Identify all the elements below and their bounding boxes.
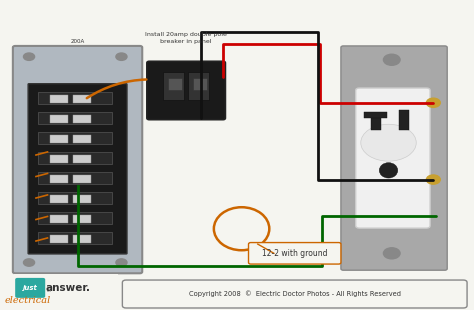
Bar bbox=[38, 232, 112, 244]
Bar bbox=[50, 135, 68, 143]
Text: just: just bbox=[23, 285, 37, 291]
Bar bbox=[38, 132, 112, 144]
Bar bbox=[38, 92, 112, 104]
Circle shape bbox=[24, 259, 35, 266]
Circle shape bbox=[24, 53, 35, 60]
Text: ™: ™ bbox=[45, 291, 51, 296]
Bar bbox=[73, 235, 91, 242]
Bar bbox=[50, 195, 68, 203]
Circle shape bbox=[427, 175, 440, 184]
Bar bbox=[73, 195, 91, 203]
Bar bbox=[50, 235, 68, 242]
Circle shape bbox=[383, 54, 400, 65]
FancyBboxPatch shape bbox=[122, 280, 467, 308]
Bar bbox=[73, 175, 91, 183]
Bar bbox=[38, 112, 112, 124]
FancyBboxPatch shape bbox=[147, 61, 226, 120]
Bar bbox=[50, 115, 68, 123]
Bar bbox=[73, 215, 91, 223]
FancyBboxPatch shape bbox=[248, 242, 341, 264]
Bar bbox=[38, 152, 112, 164]
Bar bbox=[73, 115, 91, 123]
Bar bbox=[50, 215, 68, 223]
Bar bbox=[38, 212, 112, 224]
Bar bbox=[50, 95, 68, 103]
Text: 200A: 200A bbox=[71, 39, 85, 44]
Circle shape bbox=[116, 259, 127, 266]
Bar bbox=[50, 175, 68, 183]
Bar bbox=[371, 113, 381, 131]
FancyBboxPatch shape bbox=[341, 46, 447, 270]
Text: answer.: answer. bbox=[45, 283, 90, 293]
Text: Install 20amp double pole
breaker in panel: Install 20amp double pole breaker in pan… bbox=[145, 32, 227, 44]
Circle shape bbox=[116, 53, 127, 60]
Text: electrical: electrical bbox=[5, 296, 51, 305]
Ellipse shape bbox=[379, 163, 398, 178]
Bar bbox=[399, 110, 409, 131]
Bar bbox=[38, 192, 112, 204]
Circle shape bbox=[383, 248, 400, 259]
Text: Copyright 2008  ©  Electric Doctor Photos - All Rights Reserved: Copyright 2008 © Electric Doctor Photos … bbox=[189, 290, 401, 297]
FancyBboxPatch shape bbox=[356, 88, 430, 228]
Bar bbox=[38, 172, 112, 184]
Bar bbox=[193, 78, 207, 91]
Bar bbox=[73, 155, 91, 163]
Bar bbox=[364, 112, 387, 118]
Bar bbox=[73, 95, 91, 103]
Bar bbox=[163, 72, 184, 100]
FancyBboxPatch shape bbox=[15, 278, 45, 298]
Bar bbox=[73, 135, 91, 143]
Bar bbox=[189, 72, 209, 100]
FancyBboxPatch shape bbox=[14, 274, 118, 306]
Text: 12-2 with ground: 12-2 with ground bbox=[262, 249, 328, 258]
Bar bbox=[168, 78, 182, 91]
FancyBboxPatch shape bbox=[13, 46, 142, 273]
Circle shape bbox=[427, 98, 440, 107]
Circle shape bbox=[361, 124, 416, 161]
Bar bbox=[50, 155, 68, 163]
FancyBboxPatch shape bbox=[28, 84, 127, 254]
